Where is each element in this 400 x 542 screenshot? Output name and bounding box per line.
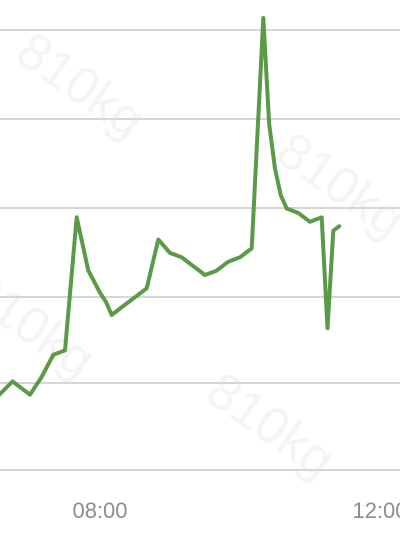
x-axis-ticks: 08:00 12:00 (72, 498, 400, 523)
x-tick-label: 12:00 (352, 498, 400, 523)
x-tick-label: 08:00 (72, 498, 127, 523)
gridlines (0, 29, 400, 471)
series-line (0, 16, 342, 397)
